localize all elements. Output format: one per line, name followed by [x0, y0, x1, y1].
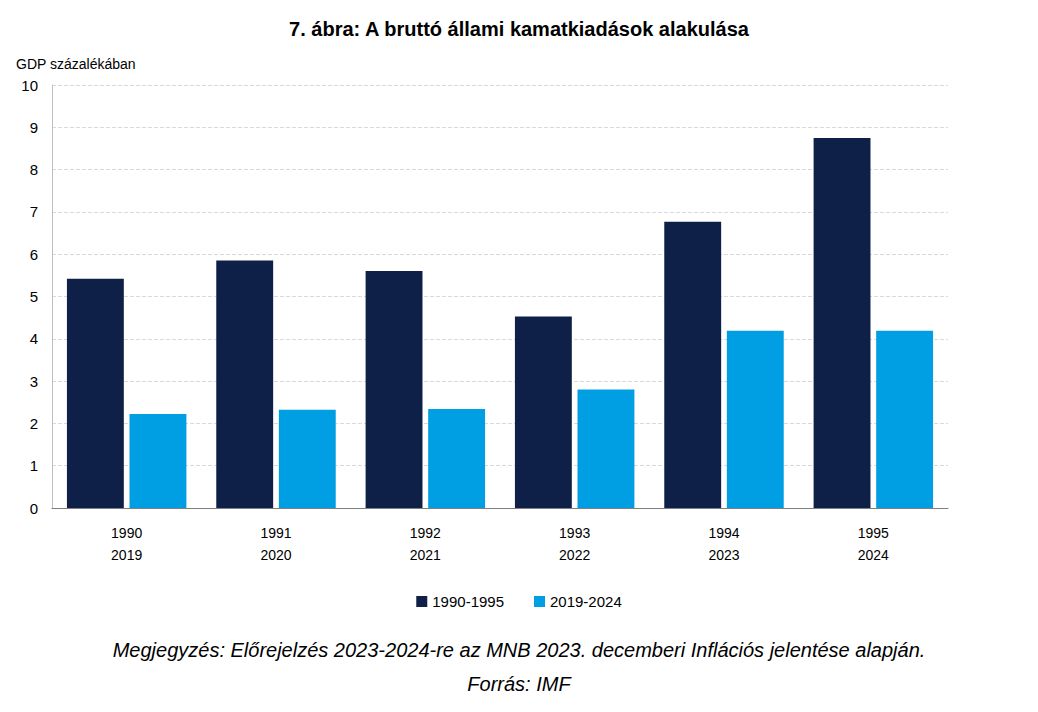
svg-text:6: 6 — [30, 246, 38, 263]
svg-text:1994: 1994 — [708, 525, 739, 541]
svg-text:2021: 2021 — [410, 547, 441, 563]
svg-text:2020: 2020 — [260, 547, 291, 563]
svg-text:Forrás: IMF: Forrás: IMF — [467, 673, 572, 695]
svg-text:GDP százalékában: GDP százalékában — [16, 56, 136, 72]
svg-text:7: 7 — [30, 203, 38, 220]
svg-text:1992: 1992 — [410, 525, 441, 541]
svg-text:7. ábra: A bruttó állami kamat: 7. ábra: A bruttó állami kamatkiadások a… — [289, 18, 750, 40]
svg-text:2022: 2022 — [559, 547, 590, 563]
svg-text:2023: 2023 — [708, 547, 739, 563]
svg-text:2019: 2019 — [111, 547, 142, 563]
svg-text:8: 8 — [30, 161, 38, 178]
svg-text:1993: 1993 — [559, 525, 590, 541]
svg-text:1995: 1995 — [858, 525, 889, 541]
svg-text:2: 2 — [30, 415, 38, 432]
svg-text:3: 3 — [30, 373, 38, 390]
svg-text:0: 0 — [30, 500, 38, 517]
svg-text:9: 9 — [30, 119, 38, 136]
svg-text:2019-2024: 2019-2024 — [550, 593, 622, 610]
svg-text:4: 4 — [30, 330, 38, 347]
svg-text:1: 1 — [30, 457, 38, 474]
svg-text:5: 5 — [30, 288, 38, 305]
svg-text:10: 10 — [21, 77, 38, 94]
svg-text:1990: 1990 — [111, 525, 142, 541]
svg-text:2024: 2024 — [858, 547, 889, 563]
svg-text:1990-1995: 1990-1995 — [432, 593, 504, 610]
svg-text:1991: 1991 — [260, 525, 291, 541]
svg-text:Megjegyzés: Előrejelzés 2023-2: Megjegyzés: Előrejelzés 2023-2024-re az … — [113, 639, 926, 661]
